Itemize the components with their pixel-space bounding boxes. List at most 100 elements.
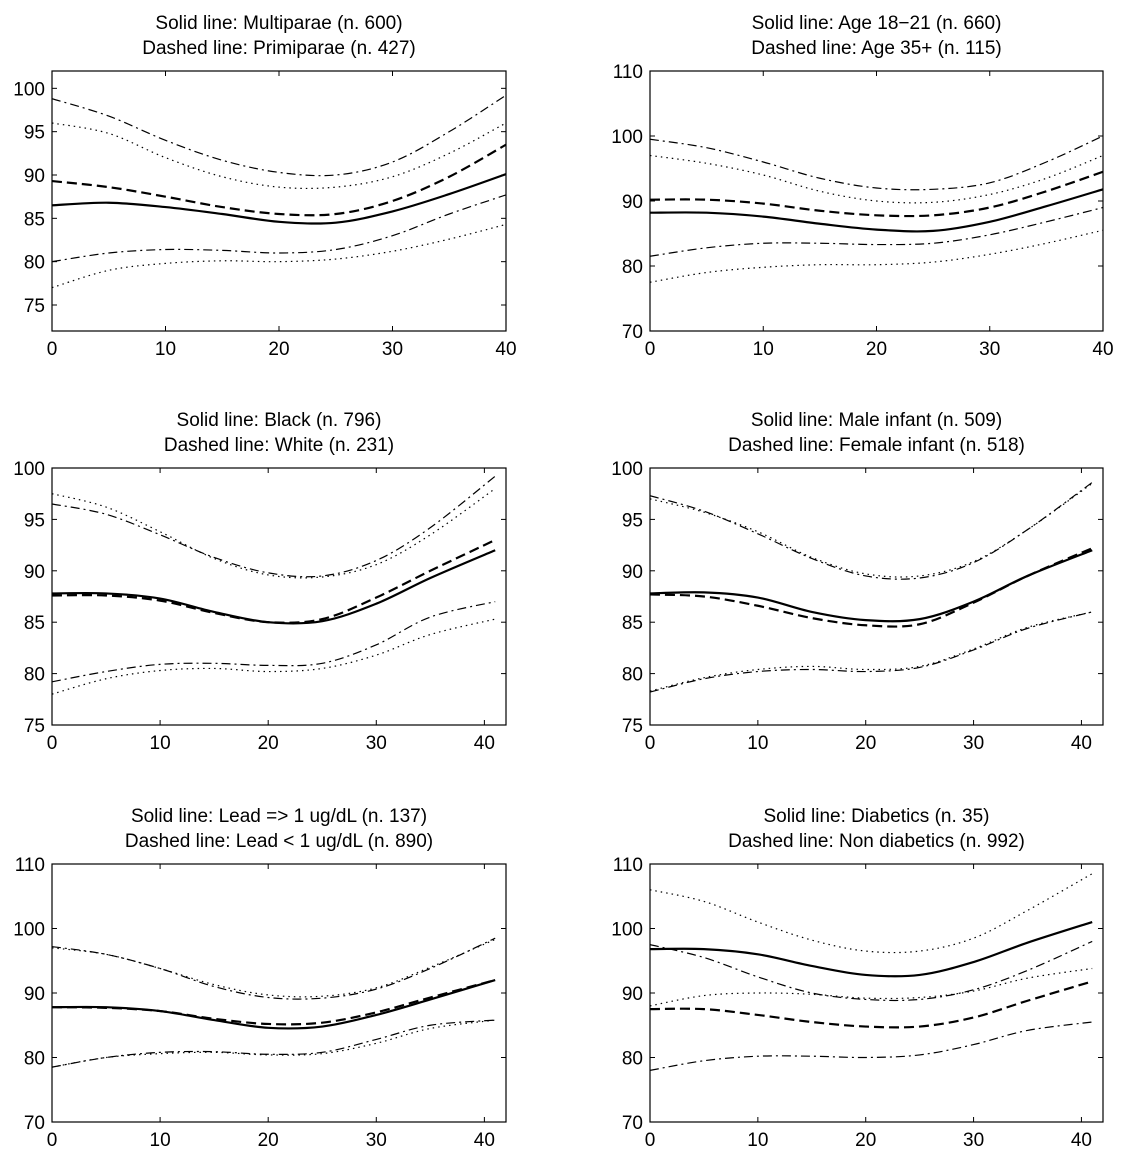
axes-frame [649, 863, 1104, 1123]
y-tick-label: 75 [622, 716, 643, 737]
x-tick-label: 20 [258, 1130, 279, 1151]
x-tick-label: 20 [866, 339, 887, 360]
series-group [52, 94, 506, 289]
x-tick-label: 0 [47, 1130, 58, 1151]
y-tick-label: 100 [13, 459, 45, 480]
x-tick-label: 40 [1071, 1130, 1092, 1151]
x-tick-label: 40 [1071, 733, 1092, 754]
series-line-dotted-6 [650, 611, 1093, 692]
y-tick-label: 80 [24, 665, 45, 686]
series-line-dotted-5 [650, 967, 1093, 1007]
chart-title-line1: Solid line: Lead => 1 ug/dL (n. 137) [131, 806, 427, 827]
x-tick-label: 30 [963, 1130, 984, 1151]
x-tick-label: 10 [747, 1130, 768, 1151]
series-line-dotted-6 [650, 229, 1103, 283]
chart-panel-4: Solid line: Male infant (n. 509) Dashed l… [611, 410, 1104, 754]
series-line-dotted-6 [52, 223, 506, 289]
series-line-dotted-4 [650, 154, 1103, 204]
chart-title-line1: Solid line: Black (n. 796) [177, 410, 382, 431]
series-line-dotted-4 [52, 488, 496, 579]
x-tick-label: 10 [150, 733, 171, 754]
chart-panel-3: Solid line: Black (n. 796) Dashed line: W… [13, 410, 507, 754]
series-line-dashed-2 [52, 979, 496, 1026]
x-tick-label: 20 [268, 339, 289, 360]
x-tick-label: 40 [1092, 339, 1113, 360]
chart-panel-1: Solid line: Multiparae (n. 600) Dashed li… [13, 13, 516, 360]
x-tick-label: 0 [645, 733, 656, 754]
x-tick-label: 30 [366, 733, 387, 754]
chart-title-line1: Solid line: Diabetics (n. 35) [764, 806, 990, 827]
y-tick-label: 90 [622, 562, 643, 583]
series-line-dashed-2 [650, 170, 1103, 218]
series-group [650, 873, 1093, 1071]
chart-title-line2: Dashed line: Primiparae (n. 427) [142, 38, 416, 59]
series-line-dashdot-3 [52, 937, 496, 1000]
x-tick-label: 10 [155, 339, 176, 360]
y-tick-label: 70 [24, 1113, 45, 1134]
series-group [52, 475, 496, 695]
series-line-dashdot-3 [650, 481, 1093, 580]
chart-title-line1: Solid line: Age 18−21 (n. 660) [752, 13, 1002, 34]
chart-title-line1: Solid line: Male infant (n. 509) [751, 410, 1002, 431]
chart-panel-5: Solid line: Lead => 1 ug/dL (n. 137) Dash… [13, 806, 507, 1151]
series-line-dashed-2 [52, 538, 496, 624]
x-tick-label: 0 [47, 339, 58, 360]
y-tick-label: 75 [24, 716, 45, 737]
y-tick-label: 95 [622, 510, 643, 531]
x-tick-label: 20 [855, 1130, 876, 1151]
y-tick-label: 90 [24, 562, 45, 583]
x-tick-label: 10 [753, 339, 774, 360]
x-tick-label: 40 [474, 1130, 495, 1151]
series-line-solid-1 [52, 549, 496, 625]
y-tick-label: 100 [611, 920, 643, 941]
series-line-dotted-4 [52, 122, 506, 190]
series-line-dashdot-5 [650, 611, 1093, 693]
chart-panel-2: Solid line: Age 18−21 (n. 660) Dashed lin… [611, 13, 1113, 360]
y-tick-label: 110 [15, 855, 45, 876]
chart-title-line2: Dashed line: Lead < 1 ug/dL (n. 890) [125, 831, 433, 852]
y-tick-label: 80 [24, 1049, 45, 1070]
series-line-dashdot-3 [52, 475, 496, 578]
series-line-solid-1 [52, 173, 506, 225]
y-tick-label: 110 [613, 62, 643, 83]
y-tick-label: 100 [13, 920, 45, 941]
series-line-dotted-4 [52, 938, 496, 998]
y-tick-label: 80 [622, 665, 643, 686]
chart-title-line2: Dashed line: Non diabetics (n. 992) [728, 831, 1025, 852]
x-tick-label: 30 [366, 1130, 387, 1151]
series-line-dashdot-6 [650, 1021, 1093, 1071]
series-line-dashed-2 [650, 980, 1093, 1029]
series-line-dotted-3 [650, 873, 1093, 954]
y-tick-label: 100 [611, 459, 643, 480]
series-line-solid-1 [650, 188, 1103, 233]
y-tick-label: 90 [622, 984, 643, 1005]
axes-frame [51, 467, 507, 726]
y-tick-label: 70 [622, 1113, 643, 1134]
series-line-solid-1 [650, 921, 1093, 978]
x-tick-label: 20 [258, 733, 279, 754]
series-line-dashdot-3 [52, 94, 506, 177]
x-tick-label: 40 [495, 339, 516, 360]
series-line-dashdot-4 [650, 940, 1093, 1002]
y-tick-label: 80 [622, 257, 643, 278]
axes-frame [51, 863, 507, 1123]
x-tick-label: 40 [474, 733, 495, 754]
x-tick-label: 0 [47, 733, 58, 754]
axes-frame [51, 70, 507, 332]
series-line-solid-1 [650, 549, 1093, 623]
y-tick-label: 90 [24, 166, 45, 187]
y-tick-label: 95 [24, 510, 45, 531]
series-line-dashdot-5 [52, 601, 496, 683]
series-group [52, 937, 496, 1068]
series-line-dashdot-5 [650, 206, 1103, 257]
y-tick-label: 100 [13, 79, 45, 100]
y-tick-label: 95 [24, 123, 45, 144]
series-line-solid-1 [52, 979, 496, 1030]
axes-frame [649, 467, 1104, 726]
series-line-dotted-6 [52, 618, 496, 695]
y-tick-label: 90 [24, 984, 45, 1005]
y-tick-label: 70 [622, 322, 643, 343]
series-line-dashdot-3 [650, 135, 1103, 191]
series-line-dotted-6 [52, 1019, 496, 1068]
